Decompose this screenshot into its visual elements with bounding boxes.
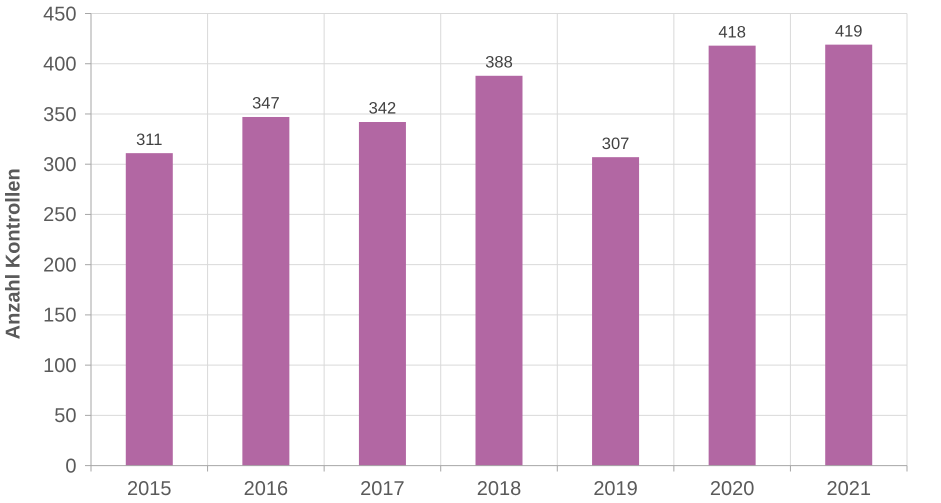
svg-text:Anzahl Kontrollen: Anzahl Kontrollen [3,168,25,339]
svg-text:100: 100 [43,355,76,377]
svg-text:2016: 2016 [244,478,289,500]
svg-text:311: 311 [136,131,162,149]
svg-text:2020: 2020 [710,478,755,500]
svg-text:2019: 2019 [593,478,638,500]
svg-text:307: 307 [602,135,630,153]
svg-text:0: 0 [65,455,76,477]
svg-text:300: 300 [43,154,76,176]
svg-text:342: 342 [369,100,397,118]
svg-text:347: 347 [252,95,280,113]
svg-text:2021: 2021 [826,478,871,500]
svg-text:400: 400 [43,54,76,76]
svg-text:2017: 2017 [360,478,405,500]
svg-text:350: 350 [43,104,76,126]
svg-text:2018: 2018 [477,478,522,500]
svg-text:150: 150 [43,305,76,327]
svg-text:250: 250 [43,204,76,226]
svg-text:2015: 2015 [127,478,172,500]
svg-text:200: 200 [43,255,76,277]
svg-text:450: 450 [43,3,76,25]
svg-text:50: 50 [54,405,76,427]
svg-text:419: 419 [835,22,863,40]
svg-text:418: 418 [718,23,746,41]
svg-text:388: 388 [485,53,513,71]
